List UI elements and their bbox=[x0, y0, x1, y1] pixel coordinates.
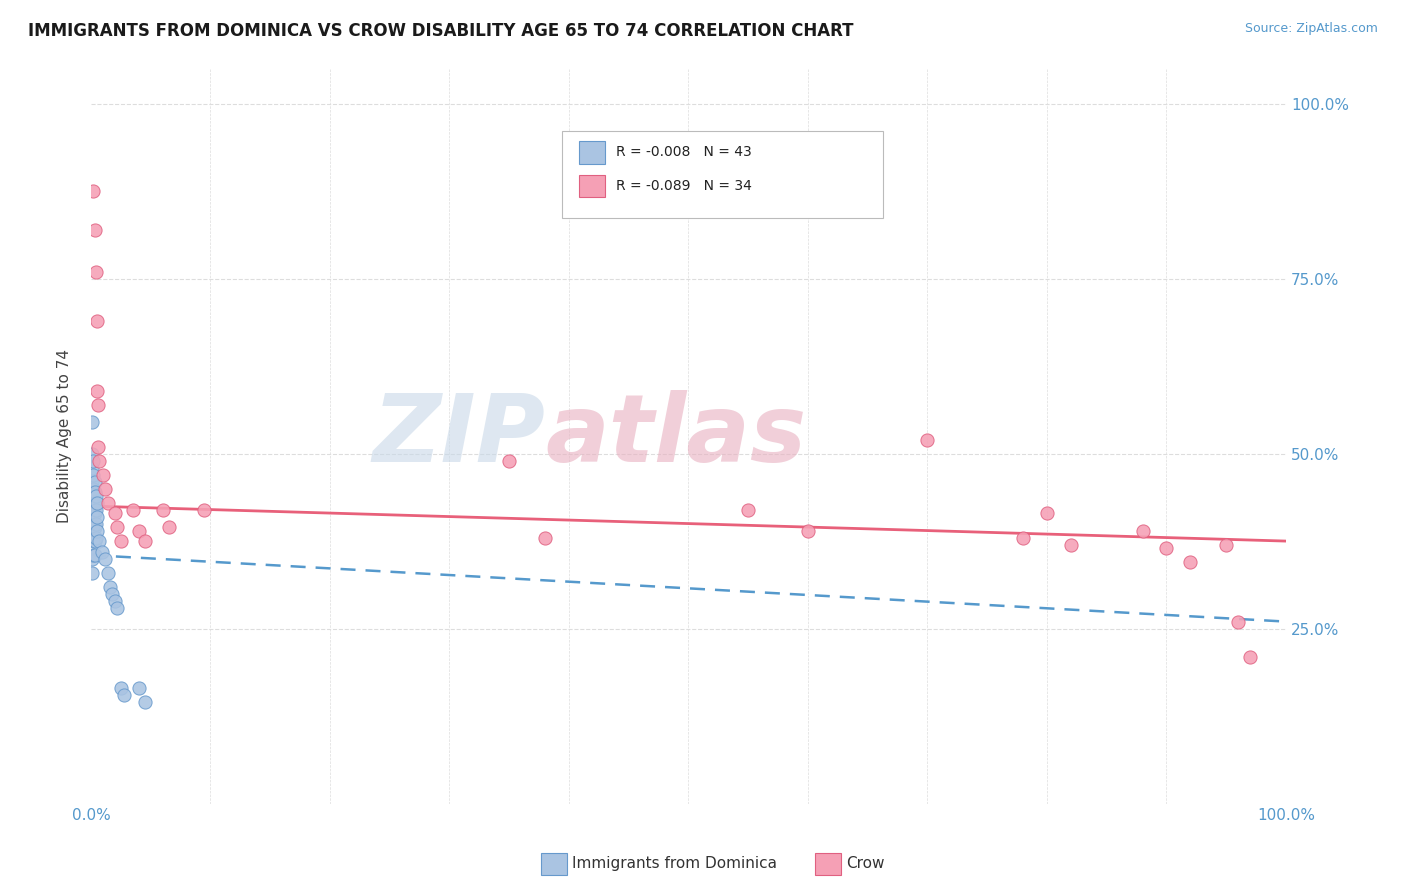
Point bbox=[134, 534, 156, 549]
Point bbox=[1156, 541, 1178, 555]
Point bbox=[91, 467, 114, 482]
Point bbox=[97, 495, 120, 509]
Text: atlas: atlas bbox=[546, 390, 806, 482]
Point bbox=[84, 489, 107, 503]
Point bbox=[82, 495, 104, 509]
Point bbox=[498, 453, 520, 467]
Point bbox=[82, 548, 104, 562]
Text: IMMIGRANTS FROM DOMINICA VS CROW DISABILITY AGE 65 TO 74 CORRELATION CHART: IMMIGRANTS FROM DOMINICA VS CROW DISABIL… bbox=[28, 22, 853, 40]
Point bbox=[1012, 531, 1035, 545]
Point bbox=[82, 506, 104, 520]
Point bbox=[152, 502, 174, 516]
Point bbox=[1060, 538, 1083, 552]
Point bbox=[82, 415, 104, 429]
Point bbox=[83, 520, 105, 534]
Text: R = -0.089   N = 34: R = -0.089 N = 34 bbox=[616, 179, 752, 194]
Point bbox=[82, 506, 104, 520]
Point bbox=[83, 485, 105, 500]
Point bbox=[82, 551, 104, 566]
Point bbox=[157, 520, 180, 534]
Point bbox=[110, 681, 132, 695]
Point bbox=[1036, 506, 1059, 520]
Point bbox=[82, 534, 104, 549]
Point bbox=[917, 433, 939, 447]
Text: Immigrants from Dominica: Immigrants from Dominica bbox=[572, 856, 778, 871]
Point bbox=[82, 184, 104, 198]
Point bbox=[90, 544, 112, 558]
Point bbox=[97, 566, 120, 580]
Point bbox=[82, 446, 104, 460]
Point bbox=[128, 524, 150, 538]
Point bbox=[105, 600, 128, 615]
Point bbox=[86, 384, 108, 398]
Point bbox=[83, 495, 105, 509]
Point bbox=[86, 524, 108, 538]
Point bbox=[98, 580, 121, 594]
Y-axis label: Disability Age 65 to 74: Disability Age 65 to 74 bbox=[58, 349, 72, 523]
Point bbox=[82, 520, 104, 534]
Point bbox=[83, 222, 105, 236]
Point bbox=[86, 313, 108, 327]
Point bbox=[82, 566, 104, 580]
Point bbox=[1215, 538, 1237, 552]
Point bbox=[105, 520, 128, 534]
Point bbox=[89, 453, 111, 467]
Point bbox=[82, 460, 104, 475]
Point bbox=[82, 482, 104, 496]
Point bbox=[1227, 615, 1250, 629]
Point bbox=[797, 524, 820, 538]
Point bbox=[84, 502, 107, 516]
Point bbox=[110, 534, 132, 549]
Point bbox=[737, 502, 759, 516]
Text: Source: ZipAtlas.com: Source: ZipAtlas.com bbox=[1244, 22, 1378, 36]
Point bbox=[101, 586, 124, 600]
Text: ZIP: ZIP bbox=[373, 390, 546, 482]
Point bbox=[82, 485, 104, 500]
Point bbox=[86, 495, 108, 509]
Point bbox=[83, 506, 105, 520]
Text: R = -0.008   N = 43: R = -0.008 N = 43 bbox=[616, 145, 752, 160]
Point bbox=[89, 534, 111, 549]
Point bbox=[94, 482, 117, 496]
Point bbox=[193, 502, 215, 516]
Point bbox=[82, 475, 104, 489]
Point bbox=[1239, 649, 1261, 664]
Point bbox=[121, 502, 143, 516]
Point bbox=[1180, 555, 1202, 569]
Point bbox=[84, 264, 107, 278]
Point bbox=[84, 531, 107, 545]
Point bbox=[87, 440, 110, 454]
Point bbox=[82, 467, 104, 482]
Point bbox=[82, 495, 104, 509]
Point bbox=[82, 453, 104, 467]
Point bbox=[87, 398, 110, 412]
Point bbox=[84, 516, 107, 531]
Point bbox=[94, 551, 117, 566]
Point bbox=[86, 509, 108, 524]
Point bbox=[83, 548, 105, 562]
Point bbox=[134, 695, 156, 709]
Point bbox=[83, 475, 105, 489]
Point bbox=[112, 688, 135, 702]
Point bbox=[104, 593, 127, 607]
Point bbox=[83, 534, 105, 549]
Text: Crow: Crow bbox=[846, 856, 884, 871]
Point bbox=[1132, 524, 1154, 538]
Point bbox=[534, 531, 557, 545]
Point bbox=[128, 681, 150, 695]
Point bbox=[104, 506, 127, 520]
